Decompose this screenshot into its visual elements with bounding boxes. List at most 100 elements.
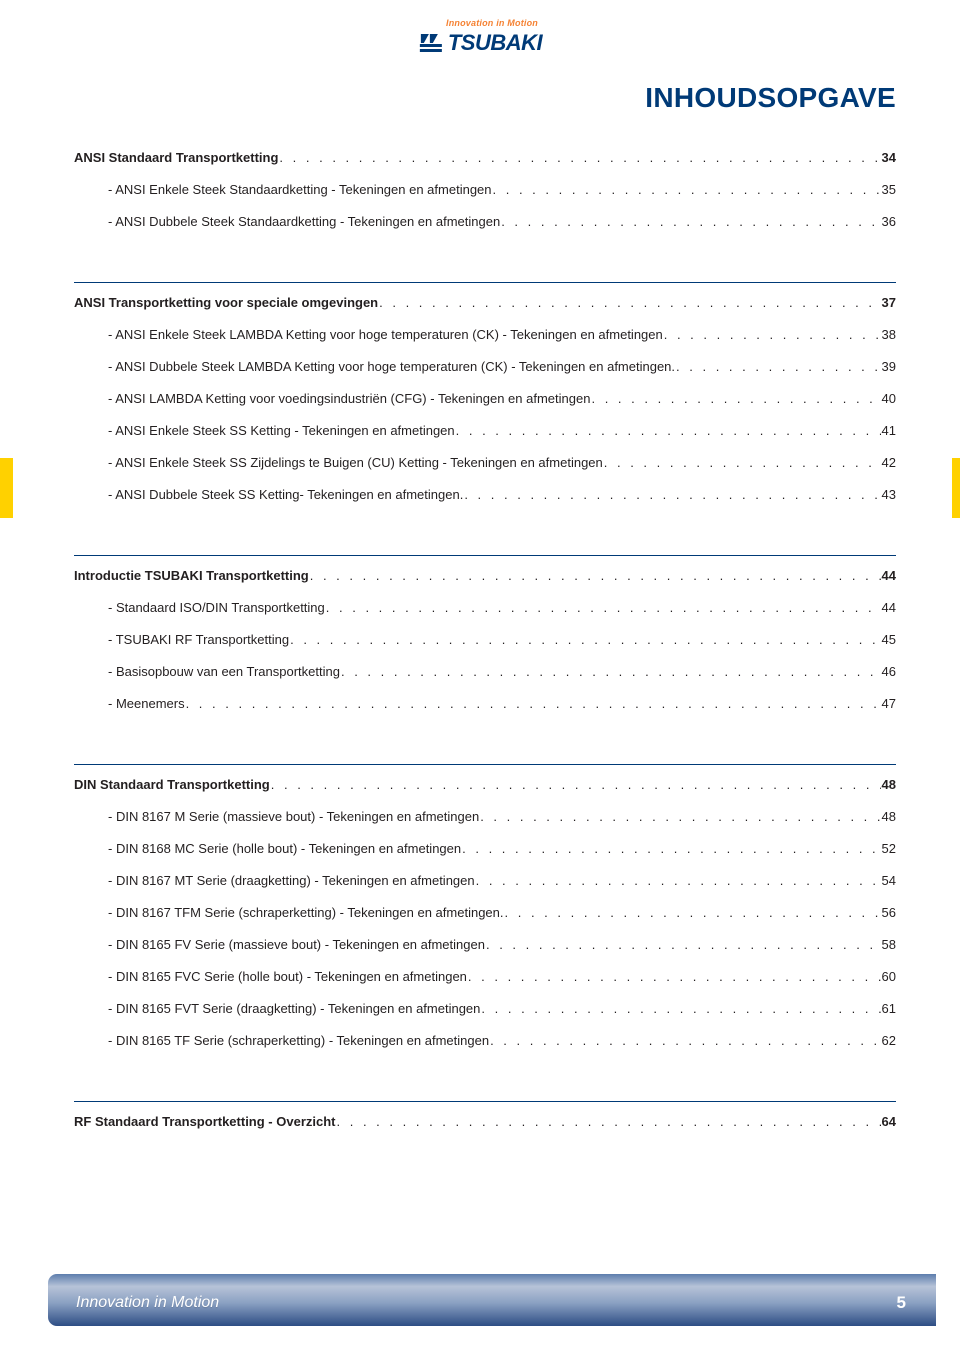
toc-head-label: DIN Standaard Transportketting — [74, 777, 270, 792]
toc-item-page: 60 — [882, 969, 896, 984]
toc-section: RF Standaard Transportketting - Overzich… — [74, 1101, 896, 1129]
toc-item-label: - ANSI Dubbele Steek Standaardketting - … — [108, 214, 500, 229]
toc-head-label: ANSI Transportketting voor speciale omge… — [74, 295, 378, 310]
toc-item-page: 48 — [882, 809, 896, 824]
page-title: INHOUDSOPGAVE — [645, 82, 896, 114]
toc-item: - TSUBAKI RF Transportketting 45 — [74, 632, 896, 647]
toc-head-label: RF Standaard Transportketting - Overzich… — [74, 1114, 336, 1129]
brand-wordmark: TSUBAKI — [448, 30, 542, 56]
toc-item-page: 61 — [882, 1001, 896, 1016]
toc-item-page: 41 — [882, 423, 896, 438]
section-gap — [74, 246, 896, 282]
toc-item: - DIN 8168 MC Serie (holle bout) - Teken… — [74, 841, 896, 856]
toc-item-label: - TSUBAKI RF Transportketting — [108, 632, 289, 647]
dot-leader — [279, 150, 880, 165]
toc-item-label: - DIN 8168 MC Serie (holle bout) - Teken… — [108, 841, 461, 856]
toc-section-head: RF Standaard Transportketting - Overzich… — [74, 1114, 896, 1129]
toc-head-page: 48 — [882, 777, 896, 792]
toc-section-head: ANSI Transportketting voor speciale omge… — [74, 295, 896, 310]
toc-item-label: - ANSI Enkele Steek SS Ketting - Tekenin… — [108, 423, 455, 438]
toc-item-page: 40 — [882, 391, 896, 406]
dot-leader — [486, 937, 881, 952]
toc-item: - ANSI Enkele Steek Standaardketting - T… — [74, 182, 896, 197]
dot-leader — [505, 905, 881, 920]
toc-section: DIN Standaard Transportketting 48 - DIN … — [74, 764, 896, 1048]
dot-leader — [676, 359, 881, 374]
toc-item: - DIN 8167 MT Serie (draagketting) - Tek… — [74, 873, 896, 888]
toc-head-page: 64 — [882, 1114, 896, 1129]
dot-leader — [337, 1114, 881, 1129]
section-gap — [74, 1065, 896, 1101]
toc-section-head: Introductie TSUBAKI Transportketting 44 — [74, 568, 896, 583]
toc-item-label: - DIN 8165 FV Serie (massieve bout) - Te… — [108, 937, 485, 952]
page: Innovation in Motion TSUBAKI INHOUDSOPGA… — [0, 0, 960, 1352]
toc-item-page: 43 — [882, 487, 896, 502]
dot-leader — [186, 696, 881, 711]
toc-item: - Basisopbouw van een Transportketting 4… — [74, 664, 896, 679]
brand-tagline: Innovation in Motion — [442, 18, 542, 28]
toc-item-label: - Basisopbouw van een Transportketting — [108, 664, 340, 679]
toc-item: - DIN 8167 TFM Serie (schraperketting) -… — [74, 905, 896, 920]
dot-leader — [310, 568, 881, 583]
toc-item-label: - Standaard ISO/DIN Transportketting — [108, 600, 325, 615]
dot-leader — [290, 632, 880, 647]
dot-leader — [341, 664, 881, 679]
toc-item-page: 36 — [882, 214, 896, 229]
toc-item-label: - DIN 8167 M Serie (massieve bout) - Tek… — [108, 809, 479, 824]
toc-item: - Standaard ISO/DIN Transportketting 44 — [74, 600, 896, 615]
toc-head-label: Introductie TSUBAKI Transportketting — [74, 568, 309, 583]
footer-bar: Innovation in Motion 5 — [48, 1274, 926, 1326]
toc-item-page: 35 — [882, 182, 896, 197]
toc-item: - DIN 8165 FVC Serie (holle bout) - Teke… — [74, 969, 896, 984]
toc-item-label: - DIN 8167 TFM Serie (schraperketting) -… — [108, 905, 504, 920]
toc-item-label: - ANSI Enkele Steek LAMBDA Ketting voor … — [108, 327, 663, 342]
toc-item-page: 52 — [882, 841, 896, 856]
dot-leader — [464, 487, 880, 502]
dot-leader — [481, 1001, 880, 1016]
toc-item-label: - ANSI Dubbele Steek LAMBDA Ketting voor… — [108, 359, 675, 374]
toc-item-page: 45 — [882, 632, 896, 647]
toc-item: - ANSI Enkele Steek SS Zijdelings te Bui… — [74, 455, 896, 470]
dot-leader — [271, 777, 881, 792]
toc-item: - Meenemers 47 — [74, 696, 896, 711]
toc-item: - DIN 8165 TF Serie (schraperketting) - … — [74, 1033, 896, 1048]
toc-item-label: - ANSI Enkele Steek SS Zijdelings te Bui… — [108, 455, 603, 470]
toc-item-label: - DIN 8165 TF Serie (schraperketting) - … — [108, 1033, 489, 1048]
toc-item: - ANSI Enkele Steek LAMBDA Ketting voor … — [74, 327, 896, 342]
toc-item: - DIN 8165 FV Serie (massieve bout) - Te… — [74, 937, 896, 952]
toc-item: - ANSI Enkele Steek SS Ketting - Tekenin… — [74, 423, 896, 438]
toc-item: - ANSI Dubbele Steek SS Ketting- Tekenin… — [74, 487, 896, 502]
dot-leader — [604, 455, 881, 470]
dot-leader — [501, 214, 880, 229]
toc-item: - ANSI Dubbele Steek Standaardketting - … — [74, 214, 896, 229]
toc-item-page: 47 — [882, 696, 896, 711]
brand-mark-row: TSUBAKI — [418, 30, 542, 56]
dot-leader — [591, 391, 880, 406]
toc-item-page: 38 — [882, 327, 896, 342]
toc-item-page: 54 — [882, 873, 896, 888]
dot-leader — [493, 182, 881, 197]
toc-item-label: - ANSI Dubbele Steek SS Ketting- Tekenin… — [108, 487, 463, 502]
table-of-contents: ANSI Standaard Transportketting 34 - ANS… — [74, 150, 896, 1146]
toc-head-page: 44 — [882, 568, 896, 583]
toc-item: - DIN 8167 M Serie (massieve bout) - Tek… — [74, 809, 896, 824]
dot-leader — [480, 809, 880, 824]
section-gap — [74, 519, 896, 555]
toc-item-page: 39 — [882, 359, 896, 374]
toc-item-label: - ANSI Enkele Steek Standaardketting - T… — [108, 182, 492, 197]
toc-item-page: 56 — [882, 905, 896, 920]
footer-tagline: Innovation in Motion — [76, 1294, 219, 1312]
toc-item: - DIN 8165 FVT Serie (draagketting) - Te… — [74, 1001, 896, 1016]
dot-leader — [462, 841, 880, 856]
yellow-tab-left — [0, 458, 13, 518]
toc-item-page: 42 — [882, 455, 896, 470]
toc-item-label: - DIN 8165 FVT Serie (draagketting) - Te… — [108, 1001, 480, 1016]
dot-leader — [476, 873, 881, 888]
dot-leader — [664, 327, 881, 342]
toc-item-page: 62 — [882, 1033, 896, 1048]
dot-leader — [379, 295, 880, 310]
toc-item-page: 58 — [882, 937, 896, 952]
toc-item-label: - DIN 8167 MT Serie (draagketting) - Tek… — [108, 873, 475, 888]
footer-page-number: 5 — [897, 1293, 906, 1313]
yellow-tab-right — [952, 458, 960, 518]
